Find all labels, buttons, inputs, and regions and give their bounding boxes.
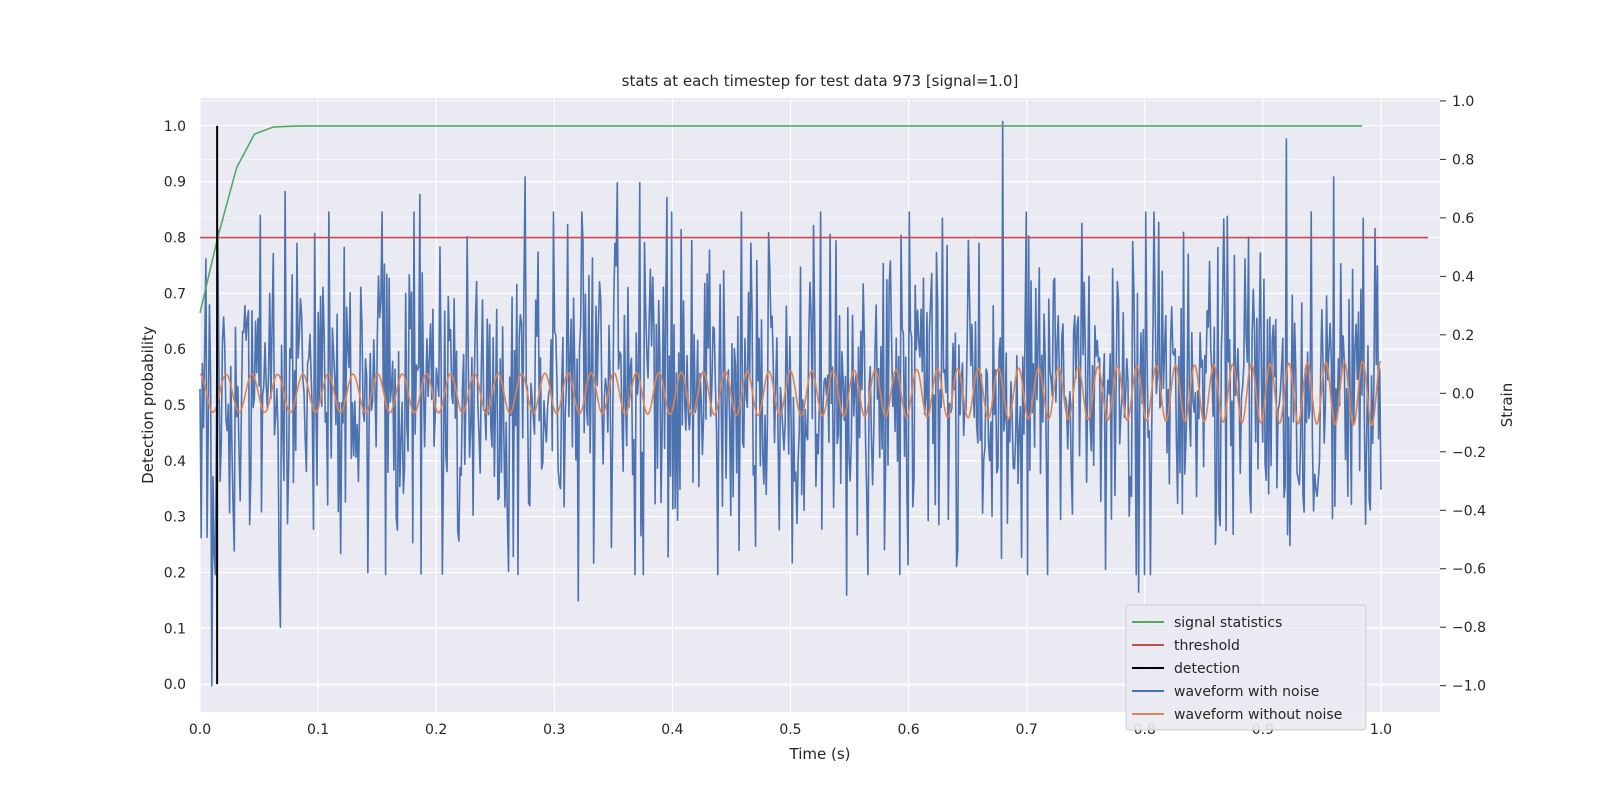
y-left-tick-label: 0.8 bbox=[164, 231, 186, 247]
series-line-waveform-with-noise bbox=[199, 120, 1382, 687]
y-right-tick-label: 0.0 bbox=[1452, 386, 1474, 402]
legend: signal statistics threshold detection wavef… bbox=[1125, 604, 1367, 731]
x-tick-label: 0.1 bbox=[307, 722, 329, 738]
series-layer bbox=[199, 120, 1429, 687]
x-tick-label: 0.6 bbox=[897, 722, 919, 738]
y-right-tick-label: 0.6 bbox=[1452, 211, 1474, 227]
y-right-tick-label: −0.4 bbox=[1452, 503, 1486, 519]
x-tick-label: 0.4 bbox=[661, 722, 683, 738]
y-right-tick-label: −1.0 bbox=[1452, 679, 1486, 695]
legend-label: signal statistics bbox=[1174, 615, 1282, 631]
y-left-tick-label: 0.9 bbox=[164, 175, 186, 191]
legend-label: detection bbox=[1174, 661, 1240, 677]
series-line-signal-statistics bbox=[199, 125, 1363, 314]
y-axis-left: 0.0 0.1 0.2 0.3 0.4 0.5 0.6 0.7 0.8 0.9 1.0 bbox=[164, 119, 186, 693]
x-tick-label: 0.7 bbox=[1016, 722, 1038, 738]
y-left-tick-label: 0.6 bbox=[164, 342, 186, 358]
x-tick-label: 0.2 bbox=[425, 722, 447, 738]
y-axis-left-label: Detection probability bbox=[139, 326, 157, 484]
y-right-tick-label: −0.6 bbox=[1452, 562, 1486, 578]
x-tick-label: 0.5 bbox=[779, 722, 801, 738]
y-axis-right: 1.0 0.8 0.6 0.4 0.2 0.0 −0.2 −0.4 −0.6 −0.8 −1.0 bbox=[1440, 94, 1486, 695]
y-right-tick-label: 1.0 bbox=[1452, 94, 1474, 110]
legend-label: waveform without noise bbox=[1174, 707, 1342, 723]
y-left-tick-label: 0.0 bbox=[164, 677, 186, 693]
x-tick-label: 0.0 bbox=[189, 722, 211, 738]
legend-box bbox=[1125, 604, 1367, 731]
y-right-tick-label: −0.2 bbox=[1452, 445, 1486, 461]
x-axis-label: Time (s) bbox=[789, 745, 851, 763]
y-left-tick-label: 0.7 bbox=[164, 286, 186, 302]
series-line-waveform-without-noise bbox=[199, 360, 1382, 427]
x-tick-label: 1.0 bbox=[1370, 722, 1392, 738]
y-left-tick-label: 0.5 bbox=[164, 398, 186, 414]
x-tick-label: 0.3 bbox=[543, 722, 565, 738]
legend-label: threshold bbox=[1174, 638, 1240, 654]
y-left-tick-label: 0.3 bbox=[164, 510, 186, 526]
y-right-tick-label: 0.2 bbox=[1452, 328, 1474, 344]
y-right-tick-label: −0.8 bbox=[1452, 620, 1486, 636]
legend-label: waveform with noise bbox=[1174, 684, 1319, 700]
y-right-tick-label: 0.4 bbox=[1452, 269, 1474, 285]
y-left-tick-label: 0.2 bbox=[164, 565, 186, 581]
y-right-tick-label: 0.8 bbox=[1452, 152, 1474, 168]
y-axis-right-label: Strain bbox=[1498, 383, 1516, 427]
y-left-tick-label: 0.1 bbox=[164, 621, 186, 637]
y-left-tick-label: 0.4 bbox=[164, 454, 186, 470]
y-left-tick-label: 1.0 bbox=[164, 119, 186, 135]
chart-title: stats at each timestep for test data 973… bbox=[622, 72, 1019, 90]
